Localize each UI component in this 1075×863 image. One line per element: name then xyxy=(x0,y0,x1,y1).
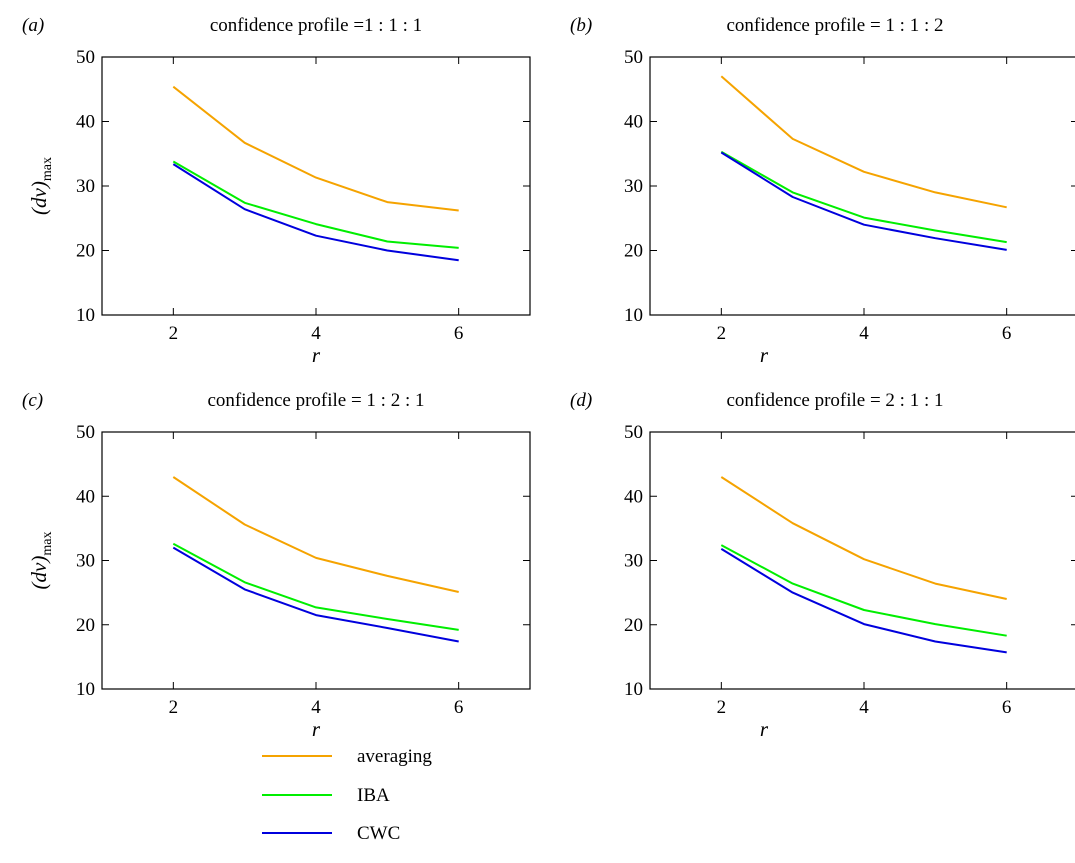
series-line-iba xyxy=(172,542,459,631)
chart-panel-3: (d) confidence profile = 2 : 1 : 1 10 20 30 4… xyxy=(570,390,1075,741)
legend-label-iba: IBA xyxy=(357,785,390,806)
x-tick-label: 4 xyxy=(311,697,321,718)
series-line-averaging xyxy=(172,476,459,593)
series-line-averaging xyxy=(172,85,459,212)
x-tick-label: 4 xyxy=(311,323,321,344)
plot-frame xyxy=(649,56,1075,316)
x-tick-label: 2 xyxy=(717,697,727,718)
y-axis-label: (dv)max xyxy=(27,532,55,590)
x-tick-label: 4 xyxy=(859,697,869,718)
series-line-cwc xyxy=(172,546,459,643)
y-tick-label: 10 xyxy=(76,679,95,700)
legend-label-cwc: CWC xyxy=(357,823,400,844)
y-tick-label: 20 xyxy=(76,241,95,262)
series-line-iba xyxy=(172,160,459,249)
x-axis-label: r xyxy=(312,343,321,367)
x-axis-label: r xyxy=(760,717,769,741)
y-tick-label: 30 xyxy=(624,176,643,197)
series-line-iba xyxy=(720,544,1007,637)
panel-tag: (b) xyxy=(570,15,592,36)
chart-title: confidence profile =1 : 1 : 1 xyxy=(210,15,422,36)
chart-panel-0: (a) confidence profile =1 : 1 : 1 10 20 30 40… xyxy=(22,15,531,367)
x-tick-label: 6 xyxy=(1002,697,1012,718)
x-axis-label: r xyxy=(312,717,321,741)
series-line-averaging xyxy=(720,75,1007,209)
y-tick-label: 50 xyxy=(76,422,95,443)
series-line-cwc xyxy=(720,548,1007,654)
panel-tag: (c) xyxy=(22,390,43,411)
y-tick-label: 10 xyxy=(624,305,643,326)
y-tick-label: 30 xyxy=(76,551,95,572)
x-tick-label: 2 xyxy=(717,323,727,344)
y-tick-label: 40 xyxy=(624,112,643,133)
chart-panel-2: (c) confidence profile = 1 : 2 : 1 10 20 30 4… xyxy=(22,390,531,741)
y-tick-label: 50 xyxy=(624,47,643,68)
legend: averaging IBA CWC xyxy=(262,746,432,844)
series-line-iba xyxy=(720,150,1007,244)
chart-title: confidence profile = 1 : 1 : 2 xyxy=(726,15,943,36)
x-axis-label: r xyxy=(760,343,769,367)
y-tick-label: 10 xyxy=(76,305,95,326)
y-tick-label: 30 xyxy=(624,551,643,572)
plot-frame xyxy=(101,431,531,690)
x-tick-label: 6 xyxy=(1002,323,1012,344)
y-tick-label: 50 xyxy=(624,422,643,443)
y-tick-label: 30 xyxy=(76,176,95,197)
panel-tag: (a) xyxy=(22,15,44,36)
x-tick-label: 2 xyxy=(169,323,179,344)
y-tick-label: 40 xyxy=(624,486,643,507)
y-axis-label: (dv)max xyxy=(27,157,55,215)
y-tick-label: 10 xyxy=(624,679,643,700)
chart-title: confidence profile = 1 : 2 : 1 xyxy=(207,390,424,411)
y-tick-label: 20 xyxy=(76,615,95,636)
plot-frame xyxy=(649,431,1075,690)
y-tick-label: 20 xyxy=(624,615,643,636)
x-tick-label: 2 xyxy=(169,697,179,718)
series-line-averaging xyxy=(720,476,1007,600)
series-line-cwc xyxy=(172,163,459,262)
chart-panel-1: (b) confidence profile = 1 : 1 : 2 10 20 30 4… xyxy=(570,15,1075,367)
panel-tag: (d) xyxy=(570,390,592,411)
x-tick-label: 6 xyxy=(454,323,464,344)
chart-title: confidence profile = 2 : 1 : 1 xyxy=(726,390,943,411)
series-line-cwc xyxy=(720,151,1007,251)
x-tick-label: 4 xyxy=(859,323,869,344)
y-tick-label: 20 xyxy=(624,241,643,262)
y-tick-label: 40 xyxy=(76,112,95,133)
y-tick-label: 40 xyxy=(76,486,95,507)
legend-label-averaging: averaging xyxy=(357,746,432,767)
y-tick-label: 50 xyxy=(76,47,95,68)
x-tick-label: 6 xyxy=(454,697,464,718)
plot-frame xyxy=(101,56,531,316)
